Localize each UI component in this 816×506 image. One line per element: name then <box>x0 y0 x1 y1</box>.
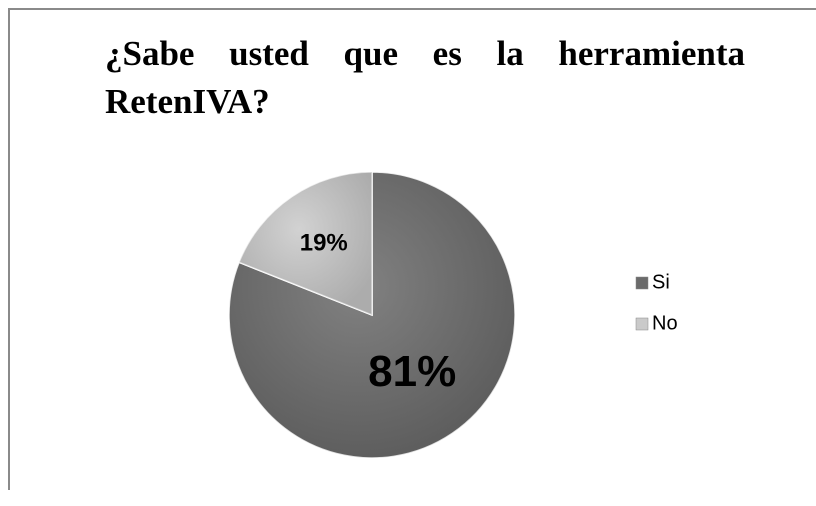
legend-swatch <box>635 276 649 290</box>
chart-frame <box>8 8 816 490</box>
legend-label: No <box>652 312 678 334</box>
slice-shade <box>239 172 372 315</box>
chart-title: ¿Sabe usted que es la herramienta RetenI… <box>105 34 745 121</box>
data-label: 81% <box>368 347 456 396</box>
legend-swatch <box>635 317 649 331</box>
data-label: 19% <box>300 229 348 256</box>
legend-label: Si <box>652 271 670 293</box>
